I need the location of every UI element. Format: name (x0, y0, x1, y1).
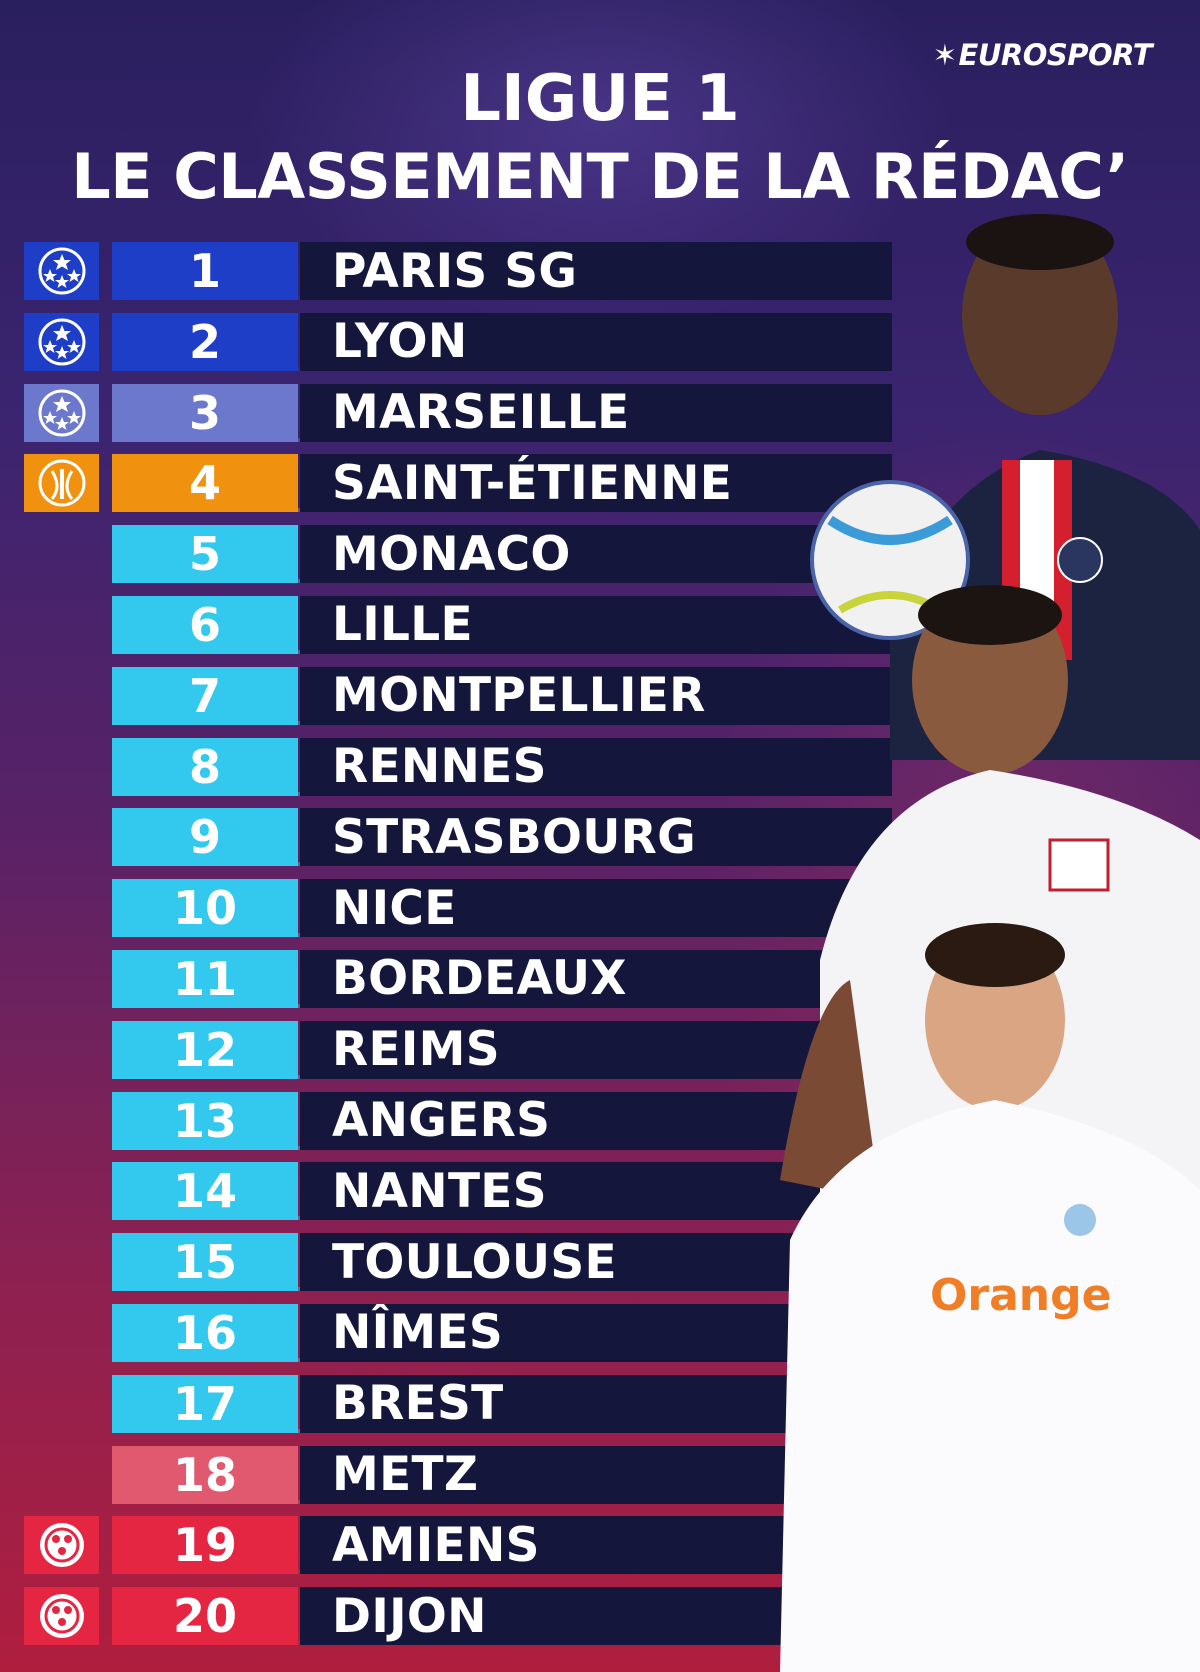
rank-number: 13 (112, 1091, 298, 1150)
player-marseille: Orange (780, 923, 1200, 1672)
standings-table: 1 PARIS SG 2 LYON 3 MARSEILLE 4 SAINT-ÉTIENNE 5 M… (0, 240, 900, 1656)
team-name: MARSEILLE (300, 383, 892, 442)
standing-row: 20 DIJON (0, 1585, 900, 1656)
standing-row: 17 BREST (0, 1373, 900, 1444)
title-line-2: LE CLASSEMENT DE LA RÉDAC’ (71, 140, 1129, 213)
rank-number: 19 (112, 1516, 298, 1575)
team-name: MONACO (300, 525, 892, 584)
standing-row: 18 METZ (0, 1444, 900, 1515)
team-name: MONTPELLIER (300, 666, 892, 725)
rank-number: 6 (112, 595, 298, 654)
standing-row: 12 REIMS (0, 1019, 900, 1090)
standing-row: 3 MARSEILLE (0, 382, 900, 453)
rank-number: 3 (112, 383, 298, 442)
rank-number: 20 (112, 1587, 298, 1646)
title-line-1: LIGUE 1 (460, 62, 740, 136)
standing-row: 11 BORDEAUX (0, 948, 900, 1019)
team-name: RENNES (300, 737, 892, 796)
standing-row: 16 NÎMES (0, 1302, 900, 1373)
rank-number: 17 (112, 1374, 298, 1433)
standing-row: 8 RENNES (0, 736, 900, 807)
champions-league-icon (24, 312, 99, 371)
team-name: SAINT-ÉTIENNE (300, 454, 892, 513)
team-name: NICE (300, 879, 892, 938)
rank-number: 9 (112, 808, 298, 867)
rank-number: 10 (112, 879, 298, 938)
standing-row: 5 MONACO (0, 523, 900, 594)
rank-number: 5 (112, 525, 298, 584)
standing-row: 10 NICE (0, 877, 900, 948)
rank-number: 2 (112, 312, 298, 371)
standing-row: 4 SAINT-ÉTIENNE (0, 452, 900, 523)
standing-row: 2 LYON (0, 311, 900, 382)
rank-number: 7 (112, 666, 298, 725)
team-name: LILLE (300, 595, 892, 654)
ligue-2-icon (24, 1516, 99, 1575)
rank-number: 4 (112, 454, 298, 513)
rank-number: 16 (112, 1303, 298, 1362)
players-photo: Orange (780, 214, 1200, 1672)
standing-row: 7 MONTPELLIER (0, 665, 900, 736)
team-name: PARIS SG (300, 242, 892, 300)
rank-number: 15 (112, 1233, 298, 1292)
eurosport-logo: ✶EUROSPORT (932, 38, 1153, 72)
europa-league-icon (24, 454, 99, 513)
standing-row: 14 NANTES (0, 1160, 900, 1231)
team-name: BORDEAUX (300, 949, 892, 1008)
eurosport-star-icon: ✶ (932, 38, 957, 72)
team-name: LYON (300, 312, 892, 371)
rank-number: 18 (112, 1445, 298, 1504)
svg-text:Orange: Orange (930, 1270, 1111, 1321)
ligue-2-icon (24, 1587, 99, 1646)
standing-row: 6 LILLE (0, 594, 900, 665)
team-name: STRASBOURG (300, 808, 892, 867)
standing-row: 15 TOULOUSE (0, 1231, 900, 1302)
rank-number: 12 (112, 1020, 298, 1079)
rank-number: 8 (112, 737, 298, 796)
standing-row: 19 AMIENS (0, 1514, 900, 1585)
champions-league-icon (24, 242, 99, 300)
team-name: REIMS (300, 1020, 892, 1079)
rank-number: 14 (112, 1162, 298, 1221)
champions-league-icon (24, 383, 99, 442)
rank-number: 1 (112, 242, 298, 300)
standing-row: 9 STRASBOURG (0, 806, 900, 877)
standing-row: 13 ANGERS (0, 1090, 900, 1161)
standing-row: 1 PARIS SG (0, 240, 900, 311)
rank-number: 11 (112, 949, 298, 1008)
